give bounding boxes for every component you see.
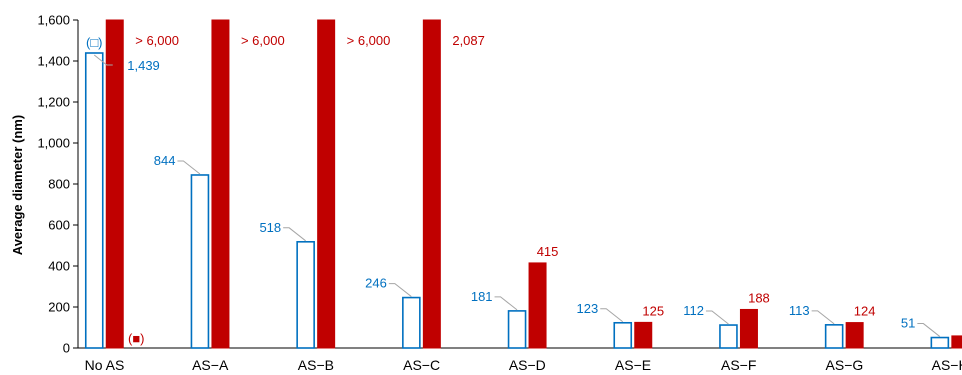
category-label: AS−H xyxy=(932,357,962,373)
label-leader-line xyxy=(177,160,201,175)
data-label: 125 xyxy=(642,303,664,318)
data-label: 844 xyxy=(154,153,176,168)
bar-open xyxy=(507,310,527,349)
data-label: 415 xyxy=(537,244,559,259)
bar-open xyxy=(296,241,315,349)
data-label: 123 xyxy=(577,301,599,316)
bar-filled xyxy=(634,321,653,349)
bar-open xyxy=(613,321,633,349)
data-label: > 6,000 xyxy=(135,33,179,48)
label-leader-line xyxy=(600,308,624,323)
bar-open xyxy=(402,296,421,349)
y-tick-label: 1,600 xyxy=(37,13,70,28)
bar-open xyxy=(930,336,950,349)
bar-filled xyxy=(845,322,864,349)
y-tick-label: 800 xyxy=(48,177,70,192)
bar-filled xyxy=(422,19,441,349)
label-leader-line xyxy=(93,54,113,66)
data-label: 113 xyxy=(789,303,810,318)
data-label: 2,087 xyxy=(452,33,485,48)
bar-open xyxy=(719,324,738,349)
label-leader-line xyxy=(705,310,729,325)
bar-filled xyxy=(211,19,230,349)
data-label: 124 xyxy=(854,304,876,319)
y-tick-label: 1,400 xyxy=(37,54,70,69)
series-marker-filled: (■) xyxy=(128,331,145,346)
data-label: > 6,000 xyxy=(241,33,285,48)
y-tick-label: 1,200 xyxy=(37,95,70,110)
series-marker-open: (□) xyxy=(86,35,103,50)
category-label: AS−B xyxy=(298,357,334,373)
y-tick-label: 200 xyxy=(48,300,70,315)
label-leader-line xyxy=(388,283,412,297)
y-axis-title: Average diameter (nm) xyxy=(10,115,25,255)
y-tick-label: 0 xyxy=(63,341,70,356)
category-label: AS−G xyxy=(826,357,864,373)
y-tick-label: 400 xyxy=(48,259,70,274)
data-label: 112 xyxy=(683,303,704,318)
data-label: 518 xyxy=(259,220,281,235)
label-leader-line xyxy=(494,296,518,311)
category-label: AS−C xyxy=(403,357,440,373)
category-label: No AS xyxy=(85,357,125,373)
bar-filled xyxy=(528,262,547,349)
category-label: AS−A xyxy=(192,357,229,373)
category-label: AS−F xyxy=(721,357,756,373)
data-label: 188 xyxy=(748,290,770,305)
bar-filled xyxy=(105,19,124,349)
bar-filled xyxy=(317,19,336,349)
bar-open xyxy=(84,52,104,349)
x-axis: No AS AS−A AS−B AS−C AS−D AS−E AS−F AS−G AS−H xyxy=(85,357,962,373)
bar-open xyxy=(190,174,210,349)
data-labels: 1,439 844 518 246 181 123 112 113 51 > 6,000 > 6,0… xyxy=(93,33,941,337)
data-label: 51 xyxy=(901,316,915,331)
data-label: 1,439 xyxy=(127,58,160,73)
bar-filled xyxy=(739,308,758,349)
y-axis: 0 200 400 600 800 1,000 1,200 1,400 1,600 xyxy=(37,13,962,356)
bar-filled xyxy=(951,335,962,349)
label-leader-line xyxy=(283,227,306,242)
data-label: 181 xyxy=(471,289,493,304)
label-leader-line xyxy=(811,310,835,325)
data-label: > 6,000 xyxy=(347,33,391,48)
label-leader-line xyxy=(917,323,941,337)
data-label: 246 xyxy=(365,276,387,291)
y-tick-label: 1,000 xyxy=(37,136,70,151)
category-label: AS−E xyxy=(615,357,651,373)
bar-open xyxy=(824,324,844,349)
bars xyxy=(84,19,962,349)
category-label: AS−D xyxy=(509,357,546,373)
y-tick-label: 600 xyxy=(48,218,70,233)
